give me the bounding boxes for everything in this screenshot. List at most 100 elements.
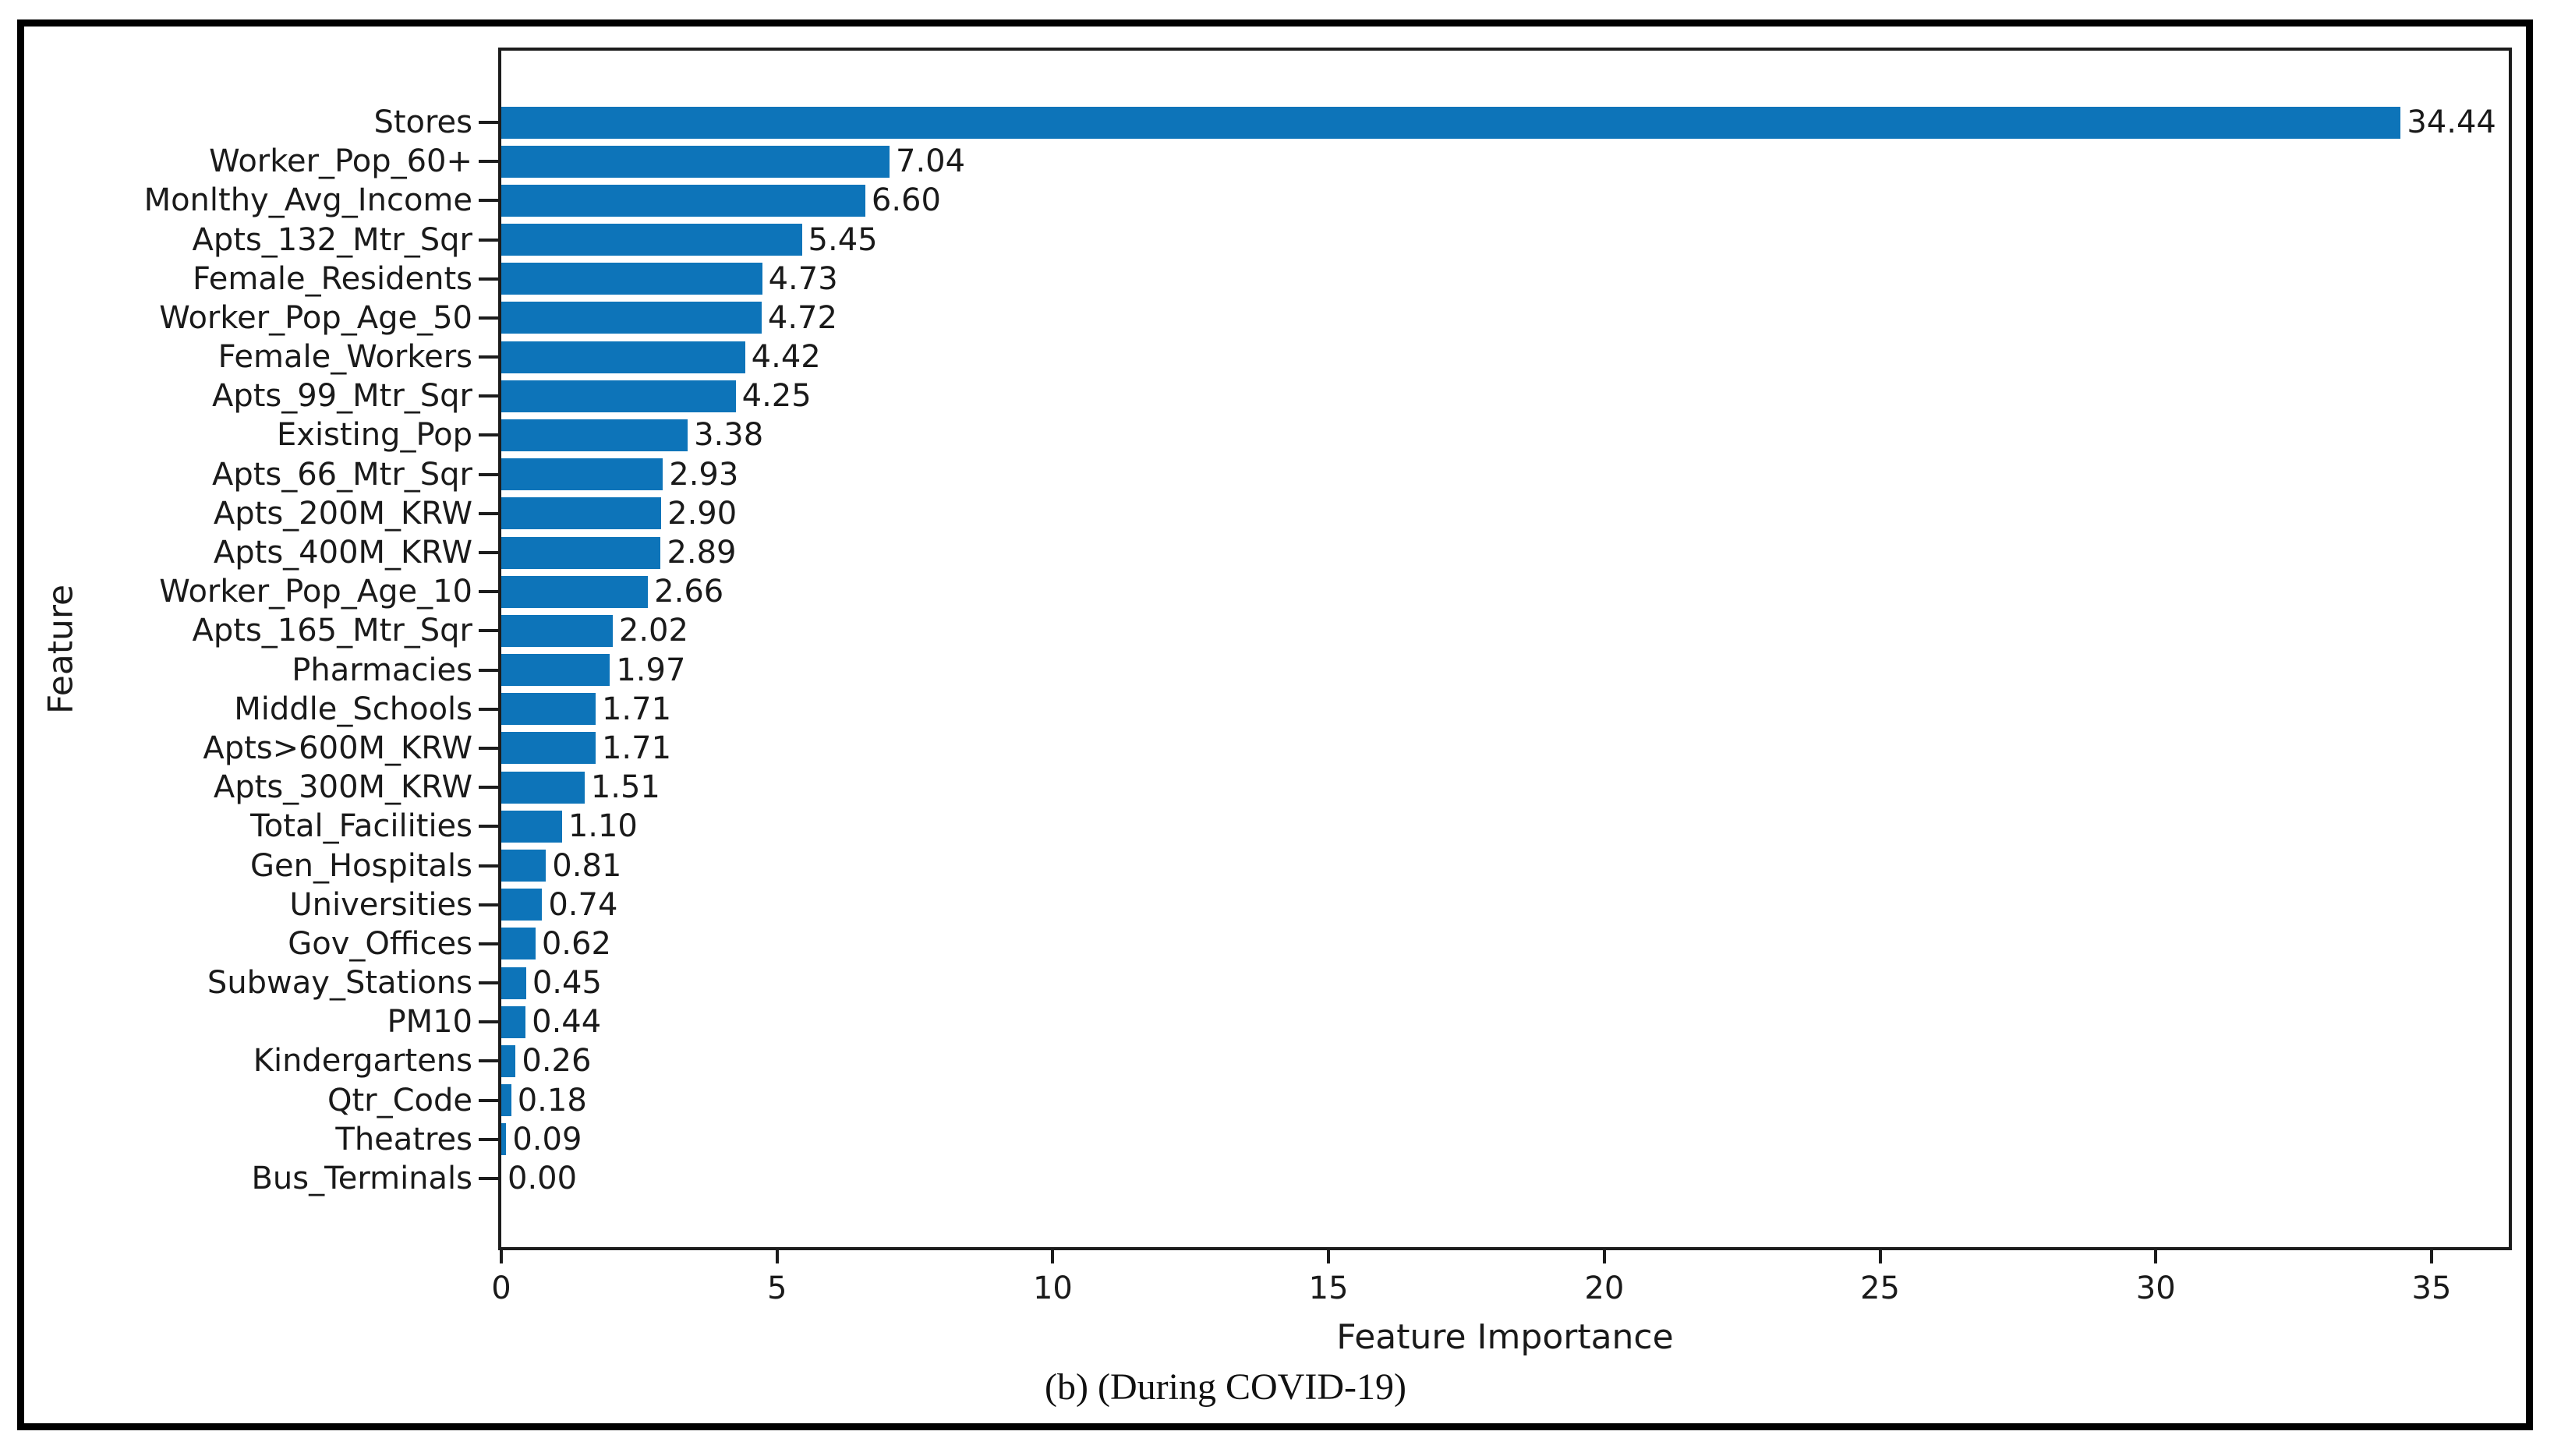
y-tick-label: Apts_132_Mtr_Sqr	[192, 221, 473, 258]
bar-value-label: 0.74	[548, 886, 618, 923]
y-tick-mark	[479, 1059, 498, 1063]
plot-area: Stores 34.44 Worker_Pop_60+ 7.04 Monlthy_Avg…	[144, 48, 2512, 1306]
bar	[501, 850, 547, 882]
y-tick-label: Monlthy_Avg_Income	[143, 182, 472, 219]
bar	[501, 889, 543, 921]
bar	[501, 184, 865, 217]
figure-caption: (b) (During COVID-19)	[1045, 1366, 1406, 1408]
bar-value-label: 0.62	[541, 925, 611, 962]
y-tick-mark	[479, 355, 498, 359]
y-tick-mark	[479, 1137, 498, 1141]
bar	[501, 106, 2401, 139]
bar-value-label: 1.97	[616, 652, 686, 688]
y-tick-label: Pharmacies	[292, 652, 472, 688]
y-tick-mark	[479, 825, 498, 829]
bar	[501, 732, 596, 765]
bar	[501, 810, 562, 843]
y-tick-mark	[479, 786, 498, 790]
y-tick-label: Apts_400M_KRW	[213, 535, 472, 571]
bar	[501, 263, 762, 295]
bar-value-label: 4.72	[767, 299, 837, 336]
bar	[501, 302, 762, 334]
y-tick-mark	[479, 160, 498, 164]
y-tick-label: Apts_66_Mtr_Sqr	[211, 456, 472, 493]
x-tick-label: 0	[491, 1270, 511, 1306]
x-tick-mark	[2154, 1247, 2158, 1263]
bar	[501, 536, 661, 569]
x-tick-mark	[2429, 1247, 2433, 1263]
y-tick-mark	[479, 1020, 498, 1024]
bar-value-label: 1.51	[590, 769, 660, 806]
y-tick-label: Subway_Stations	[207, 965, 472, 1002]
bar	[501, 1044, 516, 1077]
y-tick-label: Gen_Hospitals	[250, 847, 472, 884]
bar	[501, 497, 662, 530]
y-tick-mark	[479, 316, 498, 320]
bar-value-label: 5.45	[808, 221, 878, 258]
y-tick-label: Apts_99_Mtr_Sqr	[211, 378, 472, 415]
bar	[501, 145, 890, 178]
y-tick-mark	[479, 864, 498, 868]
x-tick-mark	[1327, 1247, 1331, 1263]
y-tick-label: PM10	[387, 1004, 472, 1041]
bar-value-label: 0.44	[532, 1004, 602, 1041]
y-tick-label: Gov_Offices	[288, 925, 472, 962]
y-tick-mark	[479, 238, 498, 242]
y-tick-mark	[479, 199, 498, 203]
y-tick-label: Apts_300M_KRW	[213, 769, 472, 806]
bar-value-label: 1.71	[601, 691, 672, 727]
y-tick-mark	[479, 511, 498, 515]
y-tick-label: Apts_200M_KRW	[213, 495, 472, 532]
y-tick-mark	[479, 746, 498, 750]
bar-value-label: 4.25	[741, 378, 812, 415]
x-axis-title: Feature Importance	[1336, 1317, 1674, 1357]
bar	[501, 1123, 507, 1156]
y-tick-label: Apts>600M_KRW	[203, 730, 472, 766]
y-tick-mark	[479, 121, 498, 124]
y-tick-mark	[479, 1098, 498, 1102]
y-tick-label: Stores	[373, 104, 472, 140]
y-tick-label: Apts_165_Mtr_Sqr	[192, 613, 473, 649]
bar	[501, 614, 613, 647]
plot-frame	[498, 48, 2512, 1250]
y-tick-mark	[479, 668, 498, 672]
bar-value-label: 0.26	[522, 1043, 592, 1080]
bar-value-label: 2.66	[654, 574, 724, 610]
bar	[501, 928, 536, 960]
bar-value-label: 1.10	[568, 808, 638, 845]
figure-border	[17, 19, 2533, 1430]
bar-value-label: 2.90	[667, 495, 738, 532]
bar-value-label: 2.02	[618, 613, 688, 649]
x-tick-label: 25	[1860, 1270, 1900, 1306]
x-tick-mark	[1051, 1247, 1055, 1263]
y-tick-label: Worker_Pop_Age_10	[159, 574, 472, 610]
y-tick-mark	[479, 472, 498, 476]
bar-value-label: 2.89	[667, 535, 737, 571]
x-tick-label: 15	[1308, 1270, 1349, 1306]
bar	[501, 1005, 526, 1038]
bar-value-label: 4.73	[768, 260, 838, 297]
y-tick-mark	[479, 981, 498, 985]
bar-value-label: 7.04	[896, 143, 966, 180]
y-tick-label: Bus_Terminals	[251, 1161, 472, 1196]
y-tick-label: Middle_Schools	[234, 691, 472, 727]
y-tick-label: Female_Workers	[218, 339, 472, 376]
bar-value-label: 1.71	[601, 730, 672, 766]
bar	[501, 654, 610, 687]
y-tick-mark	[479, 629, 498, 633]
bar-value-label: 0.45	[532, 965, 602, 1002]
y-tick-mark	[479, 433, 498, 437]
x-tick-mark	[1602, 1247, 1606, 1263]
y-tick-label: Universities	[289, 886, 472, 923]
y-tick-mark	[479, 277, 498, 281]
y-tick-label: Total_Facilities	[250, 808, 472, 845]
x-tick-label: 10	[1032, 1270, 1073, 1306]
y-tick-label: Qtr_Code	[327, 1082, 472, 1119]
bar-value-label: 2.93	[669, 456, 739, 493]
x-tick-label: 35	[2411, 1270, 2452, 1306]
bar	[501, 380, 736, 412]
y-tick-label: Female_Residents	[192, 260, 472, 297]
bar	[501, 458, 663, 491]
bar	[501, 224, 802, 256]
